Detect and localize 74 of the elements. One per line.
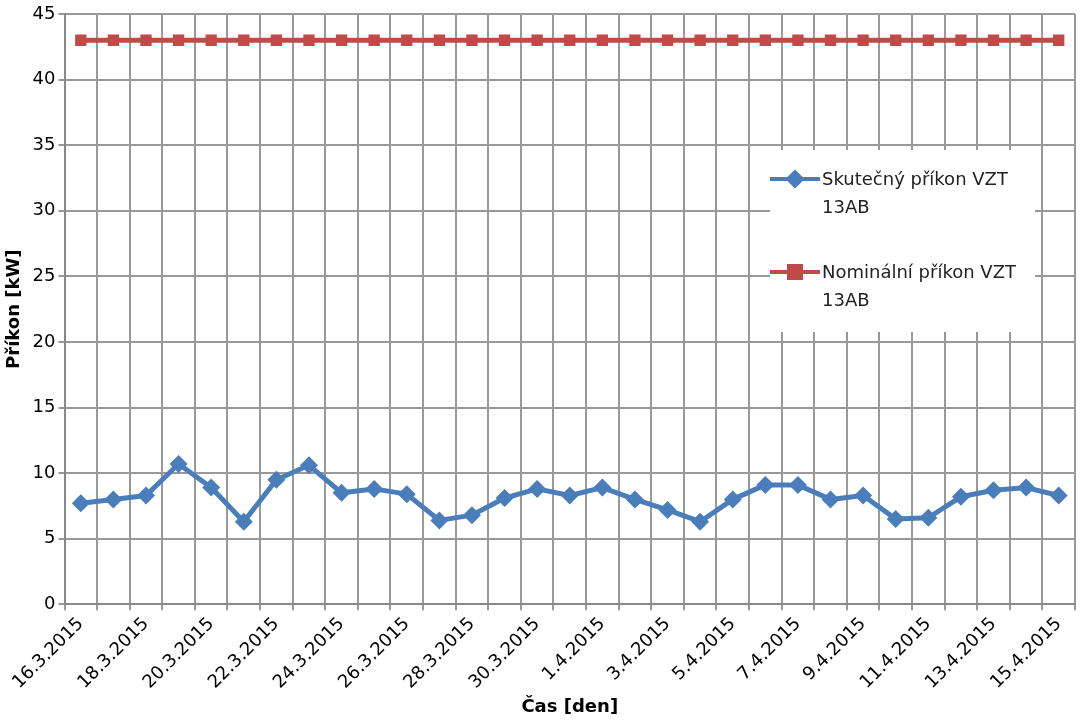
point <box>723 490 742 509</box>
point <box>462 506 481 525</box>
point <box>495 489 514 508</box>
point <box>397 485 416 504</box>
point <box>727 34 739 46</box>
legend-label: Skutečný příkon VZT 13AB <box>822 167 1009 219</box>
point <box>629 34 641 46</box>
y-tick-label: 10 <box>32 460 56 482</box>
point <box>107 34 120 46</box>
point <box>955 34 967 46</box>
point <box>137 486 155 505</box>
y-tick-label: 5 <box>44 526 56 548</box>
point <box>987 34 1000 46</box>
legend-label: Nominální příkon VZT 13AB <box>822 260 1017 312</box>
point <box>919 508 938 527</box>
point <box>857 34 869 46</box>
point <box>104 490 123 509</box>
point <box>140 34 152 46</box>
point <box>890 34 902 46</box>
point <box>270 34 283 46</box>
point <box>1049 486 1068 505</box>
y-tick-label: 25 <box>32 264 56 286</box>
point <box>169 454 188 473</box>
point <box>1017 478 1036 497</box>
point <box>854 486 873 505</box>
point <box>691 512 710 531</box>
point <box>401 34 413 46</box>
point <box>1020 34 1032 46</box>
y-tick-label: 40 <box>32 67 56 89</box>
y-axis-title: Příkon [kW] <box>2 249 24 369</box>
point <box>299 456 318 475</box>
point <box>430 511 449 530</box>
point <box>951 487 970 506</box>
point <box>332 483 351 502</box>
point <box>658 500 677 519</box>
y-tick-label: 0 <box>44 592 56 614</box>
x-axis-title: Čas [den] <box>521 694 619 716</box>
y-tick-label: 20 <box>32 329 56 351</box>
point <box>694 34 706 46</box>
point <box>466 34 478 46</box>
point <box>824 34 837 46</box>
point <box>335 34 348 46</box>
y-tick-label: 15 <box>32 395 56 417</box>
point <box>528 479 547 498</box>
point <box>267 470 286 489</box>
point <box>498 34 511 46</box>
point <box>661 34 674 46</box>
point <box>821 490 840 509</box>
point <box>71 494 90 513</box>
point <box>303 34 315 46</box>
point <box>433 34 446 46</box>
point <box>75 34 87 46</box>
point <box>234 512 253 531</box>
point <box>886 510 905 529</box>
point <box>560 486 579 505</box>
point <box>205 34 217 46</box>
point <box>238 34 250 46</box>
point <box>593 478 612 497</box>
point <box>368 34 380 46</box>
point <box>1053 34 1065 46</box>
point <box>564 34 576 46</box>
point <box>596 34 609 46</box>
y-tick-label: 30 <box>32 198 56 220</box>
point <box>172 34 185 46</box>
point <box>531 34 543 46</box>
point <box>792 34 804 46</box>
point <box>984 481 1003 500</box>
point <box>922 34 934 46</box>
y-tick-label: 45 <box>32 1 56 23</box>
y-tick-label: 35 <box>32 132 56 154</box>
point <box>365 479 384 498</box>
point <box>759 34 771 46</box>
point <box>202 478 221 497</box>
point <box>625 490 644 509</box>
